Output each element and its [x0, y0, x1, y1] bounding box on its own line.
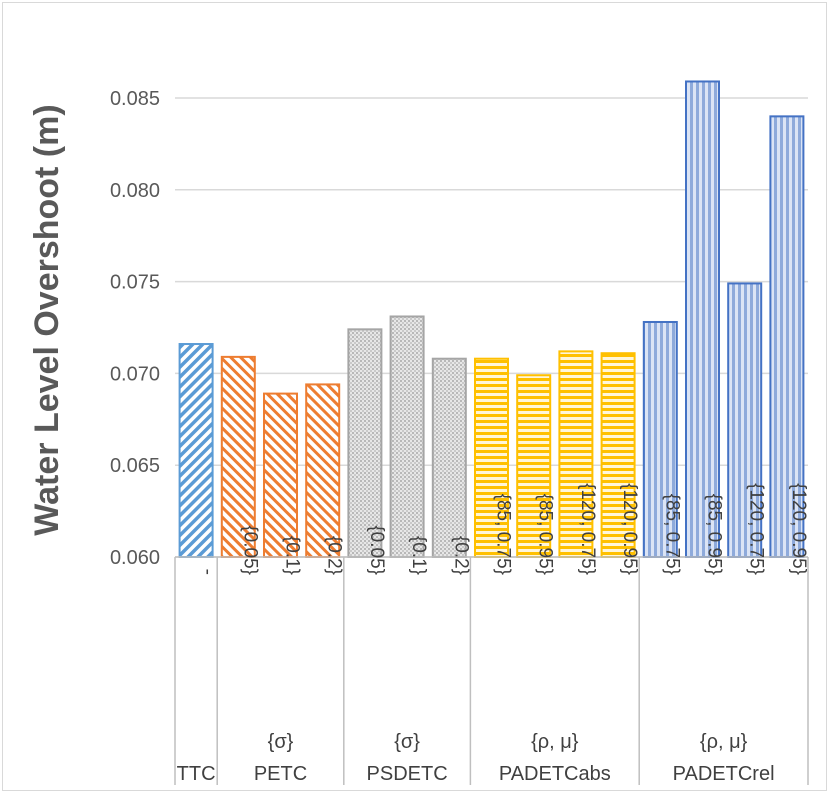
- bars: [178, 80, 805, 559]
- x-category-label: {0.1}: [408, 536, 429, 575]
- x-category-label: {120, 0.75}: [746, 483, 767, 575]
- bar-PADETCrel-4: [769, 115, 805, 559]
- group-name-label: PETC: [254, 763, 307, 785]
- bar-PADETCrel-2: [685, 80, 720, 558]
- bar-PSDETC-2: [389, 315, 425, 559]
- x-category-label: {120, 0.95}: [788, 483, 809, 575]
- bar-PADETCrel-1: [642, 320, 678, 558]
- x-category-label: {85, 0.95}: [704, 494, 725, 575]
- bar-PADETCrel-3: [727, 282, 763, 558]
- bar-PETC-3: [305, 383, 341, 558]
- y-tick-label: 0.080: [110, 180, 160, 202]
- x-category-label: {0.05}: [366, 525, 387, 575]
- x-category-label: -: [197, 569, 218, 575]
- group-name-label: PADETCabs: [499, 763, 611, 785]
- group-parameter-label: {σ}: [394, 731, 420, 753]
- y-axis-title: Water Level Overshoot (m): [28, 104, 66, 535]
- x-category-label: {120, 0.75}: [577, 483, 598, 575]
- y-tick-label: 0.060: [110, 547, 160, 569]
- x-axis: - TTC {0.05} {0.1} {0.2} {σ} PETC {0.05} {0.1} {0…: [174, 483, 809, 785]
- bar-PSDETC-1: [347, 328, 383, 558]
- x-category-label: {85, 0.95}: [535, 494, 556, 575]
- group-parameter-label: {ρ, μ}: [531, 731, 579, 753]
- y-tick-label: 0.065: [110, 455, 160, 477]
- y-tick-labels: 0.060 0.065 0.070 0.075 0.080 0.085: [110, 88, 160, 569]
- x-category-label: {85, 0.75}: [661, 494, 682, 575]
- group-name-label: TTC: [177, 763, 216, 785]
- x-category-label: {85, 0.75}: [493, 494, 514, 575]
- group-parameter-label: {σ}: [268, 731, 294, 753]
- group-parameter-label: {ρ, μ}: [700, 731, 748, 753]
- x-category-label: {120, 0.95}: [619, 483, 640, 575]
- bar-TTC-1: [178, 343, 214, 558]
- bar-PADETCabs-1: [474, 357, 509, 558]
- bar-PETC-2: [263, 392, 298, 559]
- x-category-label: {0.05}: [239, 525, 260, 575]
- x-category-label: {0.2}: [324, 536, 345, 575]
- bar-PSDETC-3: [431, 357, 467, 558]
- y-tick-label: 0.070: [110, 363, 160, 385]
- group-name-label: PADETCrel: [673, 763, 775, 785]
- y-tick-label: 0.075: [110, 272, 160, 294]
- group-name-label: PSDETC: [367, 763, 448, 785]
- x-category-label: {0.2}: [450, 536, 471, 575]
- bar-PETC-1: [220, 355, 256, 558]
- y-tick-label: 0.085: [110, 88, 160, 110]
- x-category-label: {0.1}: [282, 536, 303, 575]
